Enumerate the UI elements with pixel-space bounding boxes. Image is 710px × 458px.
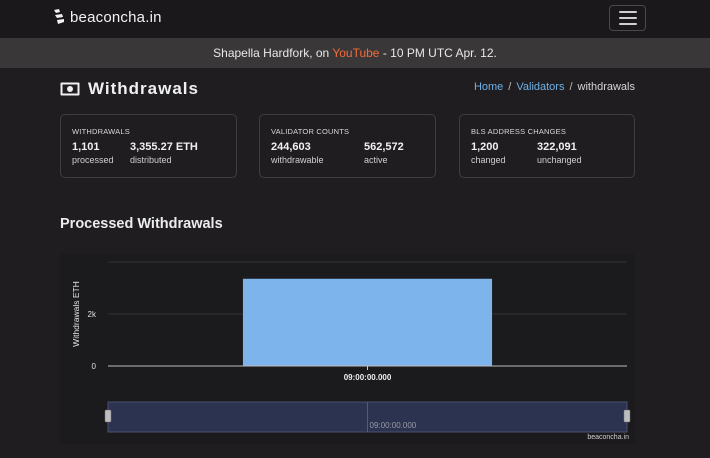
stat-distributed: 3,355.27 ETH distributed [130,141,198,165]
stat-sublabel: active [364,155,388,165]
x-tick-label: 09:00:00.000 [344,373,392,382]
stat-withdrawable: 244,603 withdrawable [271,141,324,165]
stat-sublabel: distributed [130,155,172,165]
menu-bar [618,23,637,25]
page-title: Withdrawals [60,79,199,99]
card-label: BLS ADDRESS CHANGES [471,127,567,136]
stat-value: 1,200 [471,141,499,153]
stat-sublabel: withdrawable [271,155,324,165]
validator-counts-card: VALIDATOR COUNTS 244,603 withdrawable 56… [259,114,436,178]
bls-address-changes-card: BLS ADDRESS CHANGES 1,200 changed 322,09… [459,114,635,178]
breadcrumb-current: withdrawals [577,81,635,93]
stat-sublabel: changed [471,155,506,165]
navigator-label: 09:00:00.000 [370,421,417,430]
stat-value: 3,355.27 ETH [130,141,198,153]
menu-bar [618,17,637,19]
navigator-handle[interactable] [104,409,112,423]
brand-link[interactable]: beaconcha.in [52,8,162,26]
stat-value: 244,603 [271,141,311,153]
breadcrumb-validators[interactable]: Validators [516,81,565,93]
banner-suffix: - 10 PM UTC Apr. 12. [379,46,497,60]
breadcrumb-home[interactable]: Home [473,81,504,93]
section-title: Processed Withdrawals [60,216,223,232]
stat-processed: 1,101 processed [72,141,114,165]
navigator-handle[interactable] [623,409,631,423]
stat-active: 562,572 active [364,141,404,165]
stat-changed: 1,200 changed [471,141,506,165]
stat-unchanged: 322,091 unchanged [537,141,582,165]
y-tick-label: 2k [88,310,97,319]
menu-bar [618,11,637,13]
stat-value: 322,091 [537,141,577,153]
withdrawals-card: WITHDRAWALS 1,101 processed 3,355.27 ETH… [60,114,237,178]
card-label: VALIDATOR COUNTS [271,127,350,136]
stat-value: 1,101 [72,141,100,153]
stat-sublabel: processed [72,155,114,165]
banner-prefix: Shapella Hardfork, on [213,46,333,60]
chart-bar [242,278,493,366]
withdrawals-chart: 0 2k Withdrawals ETH 09:00:00.000 09:00:00.0… [60,254,635,444]
breadcrumb-separator: / [508,81,512,93]
youtube-link[interactable]: YouTube [332,46,380,60]
announcement-banner: Shapella Hardfork, on YouTube - 10 PM UT… [0,38,710,68]
chart-canvas: 0 2k Withdrawals ETH 09:00:00.000 09:00:00.0… [71,261,631,433]
card-label: WITHDRAWALS [72,127,130,136]
breadcrumb: Home / Validators / withdrawals [474,81,635,93]
y-tick-label: 0 [92,362,97,371]
money-icon [60,82,80,96]
beaconchain-logo-icon [54,9,64,24]
stat-sublabel: unchanged [537,155,582,165]
menu-toggle-button[interactable] [609,5,646,31]
page-heading: Withdrawals [88,79,199,98]
brand-name: beaconcha.in [70,8,162,26]
chart-credit: beaconcha.in [587,434,629,441]
top-navbar: beaconcha.in [0,0,710,38]
stat-value: 562,572 [364,141,404,153]
breadcrumb-separator: / [569,81,573,93]
y-axis-label: Withdrawals ETH [71,281,81,347]
